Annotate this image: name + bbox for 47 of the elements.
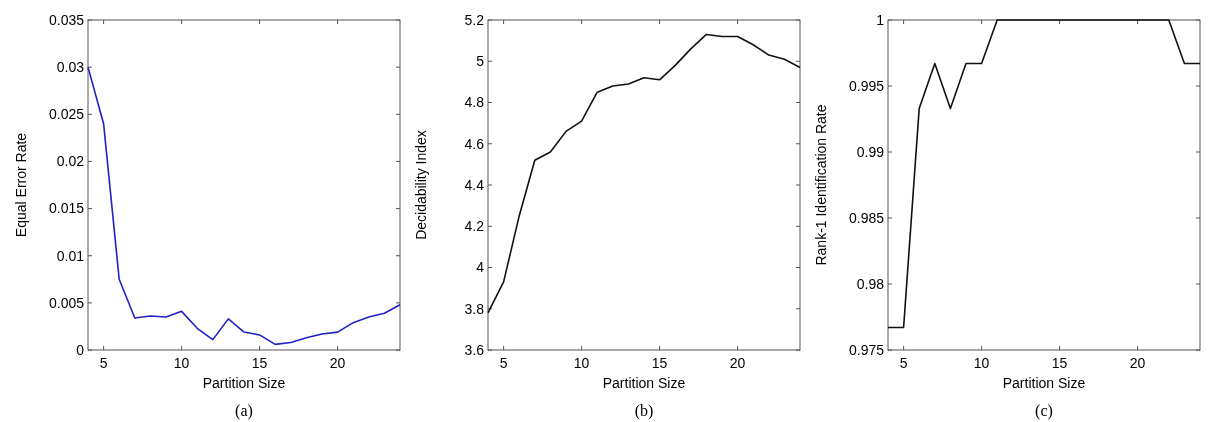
line-series xyxy=(487,33,801,314)
y-tick-label: 4.6 xyxy=(464,135,485,152)
x-axis-title: Partition Size xyxy=(602,375,686,391)
y-tick-label: 0.03 xyxy=(56,59,85,76)
y-tick-label: 4.8 xyxy=(464,94,485,111)
y-tick-label: 0.99 xyxy=(856,143,885,160)
x-tick-label: 5 xyxy=(899,355,908,371)
text: (a) xyxy=(235,402,253,420)
x-axis-title: Partition Size xyxy=(202,375,286,391)
x-tick-label: 15 xyxy=(251,355,268,371)
y-axis-title: Decidability Index xyxy=(413,130,429,240)
y-tick-label: 0.975 xyxy=(848,341,885,358)
line-series xyxy=(87,66,401,346)
y-tick-label: 0.98 xyxy=(856,275,885,292)
x-axis-title: Partition Size xyxy=(1002,375,1086,391)
x-tick-label: 20 xyxy=(329,355,346,371)
line-series xyxy=(887,19,1201,329)
x-tick-label: 15 xyxy=(1051,355,1068,371)
x-tick-label: 10 xyxy=(573,355,590,371)
y-tick-label: 4.2 xyxy=(464,218,485,235)
x-tick-label: 15 xyxy=(651,355,668,371)
y-axis-title: Equal Error Rate xyxy=(13,132,29,238)
text: (c) xyxy=(1035,402,1053,420)
text: (b) xyxy=(634,402,654,420)
y-tick-label: 0.985 xyxy=(848,209,885,226)
y-tick-label: 0.01 xyxy=(56,247,85,264)
x-tick-label: 10 xyxy=(173,355,190,371)
y-tick-label: 0.005 xyxy=(48,294,85,311)
y-tick-label: 5.2 xyxy=(464,11,485,28)
y-tick-label: 3.8 xyxy=(464,300,485,317)
y-tick-label: 0.015 xyxy=(48,200,85,217)
x-tick-label: 20 xyxy=(729,355,746,371)
y-tick-label: 3.6 xyxy=(464,341,485,358)
y-axis-title: Rank-1 Identification Rate xyxy=(813,104,829,266)
y-tick-label: 4 xyxy=(476,259,485,276)
y-tick-label: 0.035 xyxy=(48,11,85,28)
x-tick-label: 5 xyxy=(499,355,508,371)
y-tick-label: 0 xyxy=(76,341,85,358)
y-tick-label: 4.4 xyxy=(464,176,485,193)
x-tick-label: 10 xyxy=(973,355,990,371)
x-tick-label: 5 xyxy=(99,355,108,371)
y-tick-label: 0.02 xyxy=(56,153,85,170)
x-tick-label: 20 xyxy=(1129,355,1146,371)
y-tick-label: 0.025 xyxy=(48,106,85,123)
y-tick-label: 0.995 xyxy=(848,77,885,94)
y-tick-label: 5 xyxy=(476,53,485,70)
y-tick-label: 1 xyxy=(876,11,885,28)
